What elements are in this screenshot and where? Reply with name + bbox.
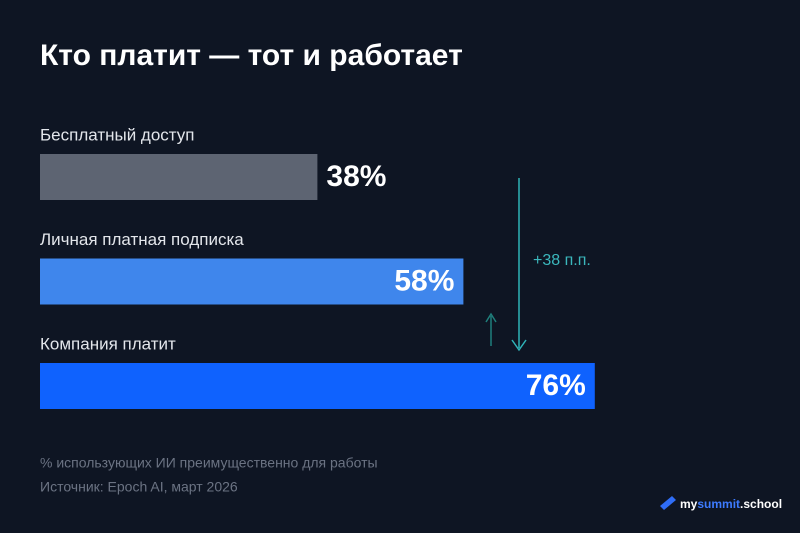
- arrow-head: [511, 339, 527, 352]
- category-label: Личная платная подписка: [40, 230, 244, 249]
- category-label: Компания платит: [40, 334, 176, 353]
- up-arrow-head: [485, 312, 497, 323]
- value-label: 38%: [326, 160, 386, 193]
- logo: mysummit.school: [680, 497, 782, 511]
- bar: [40, 154, 318, 200]
- bar: [40, 258, 464, 305]
- annotation: +38 п.п.: [533, 252, 591, 269]
- footnote: % использующих ИИ преимущественно для ра…: [40, 455, 378, 471]
- value-label: 76%: [526, 369, 586, 402]
- logo-part: my: [680, 497, 698, 511]
- bar: [40, 363, 595, 409]
- source: Источник: Epoch AI, март 2026: [40, 479, 238, 495]
- value-label: 58%: [394, 264, 454, 297]
- chart-title: Кто платит — тот и работает: [40, 39, 463, 72]
- category-label: Бесплатный доступ: [40, 125, 195, 144]
- logo-icon: [660, 496, 676, 510]
- logo-part: .school: [740, 497, 782, 511]
- logo-part: summit: [697, 497, 740, 511]
